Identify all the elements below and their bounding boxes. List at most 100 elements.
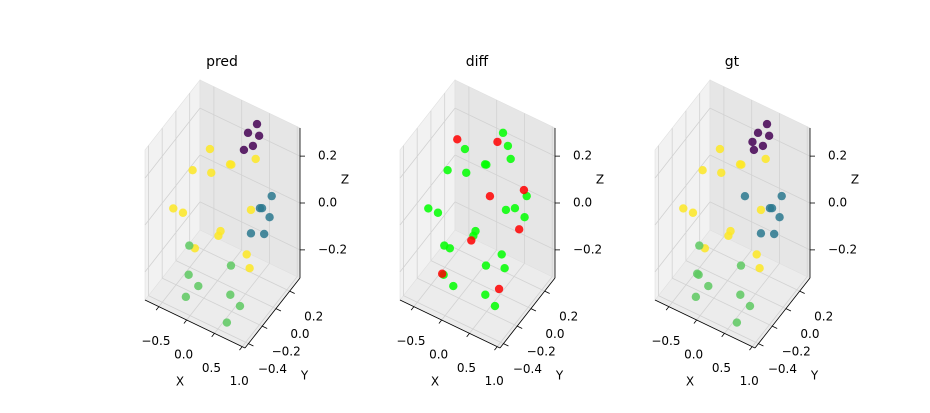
tick-mark [494, 346, 498, 351]
point [205, 144, 215, 154]
z-tick-label: 0.2 [828, 149, 847, 163]
x-axis-label: X [176, 375, 184, 389]
point [243, 128, 253, 138]
y-axis-line [499, 277, 556, 349]
point [740, 191, 750, 201]
point [440, 241, 449, 250]
point [500, 263, 509, 273]
x-tick-label: 0.5 [712, 361, 731, 375]
point [248, 141, 258, 151]
point [724, 231, 733, 241]
grid-line [454, 201, 556, 251]
point [184, 270, 193, 279]
point [762, 119, 772, 129]
point [497, 250, 506, 259]
point [764, 131, 774, 141]
point [732, 318, 742, 327]
tick-mark [772, 325, 778, 329]
chart-title: pred [206, 54, 238, 70]
point [235, 301, 245, 311]
point [242, 250, 251, 259]
point [239, 145, 249, 155]
grid-line [709, 154, 811, 204]
tick-mark [503, 343, 509, 347]
point [769, 229, 779, 239]
grid-line [430, 260, 532, 309]
chart-title: gt [725, 54, 740, 70]
grid-line [441, 249, 497, 321]
point [745, 301, 755, 311]
point [178, 208, 188, 217]
z-tick-label: 0.0 [828, 196, 847, 210]
point [775, 212, 784, 222]
point [449, 281, 458, 291]
point [691, 292, 701, 302]
point [698, 165, 707, 175]
point [226, 290, 235, 299]
point [433, 208, 443, 217]
z-tick-label: 0.2 [318, 149, 337, 163]
point [207, 168, 216, 177]
tick-mark [693, 319, 697, 324]
point [501, 205, 511, 215]
point [181, 292, 191, 302]
y-axis-line [754, 277, 811, 349]
z-tick-label: 0.0 [318, 196, 337, 210]
tick-mark [211, 333, 215, 338]
point [194, 281, 203, 291]
tick-mark [785, 308, 792, 312]
z-tick-label: 0.2 [573, 149, 592, 163]
point [753, 128, 763, 138]
point [188, 165, 197, 175]
point [520, 212, 529, 222]
x-tick-label: 0.0 [429, 348, 448, 362]
point [692, 269, 702, 278]
point [717, 168, 726, 177]
grid-line [403, 295, 504, 344]
point [704, 281, 713, 291]
point [467, 236, 476, 245]
tick-mark [721, 333, 725, 338]
x-axis-label: X [686, 375, 694, 389]
x-axis-label: X [431, 375, 439, 389]
point [736, 290, 745, 299]
point [737, 160, 746, 169]
z-tick-label: 0.0 [573, 196, 592, 210]
point [246, 229, 256, 238]
tick-mark [799, 290, 805, 294]
point [758, 141, 768, 151]
x-tick-label: 0.5 [457, 361, 476, 375]
point [437, 269, 447, 278]
grid-line [241, 276, 298, 347]
x-tick-label: −0.5 [651, 334, 680, 348]
y-tick-label: −0.2 [272, 345, 301, 359]
y-axis-label: Y [300, 369, 309, 383]
point [252, 119, 262, 129]
grid-line [144, 201, 201, 273]
tick-mark [262, 325, 268, 329]
grid-line [175, 260, 277, 309]
grid-line [658, 295, 759, 344]
x-axis-line [399, 299, 501, 349]
y-tick-label: 0.2 [304, 310, 323, 324]
grid-line [654, 107, 711, 179]
point [481, 261, 491, 270]
point [490, 301, 500, 311]
grid-line [709, 201, 811, 251]
x-tick-label: −0.5 [396, 334, 425, 348]
point [688, 208, 698, 217]
x-tick-label: 0.0 [684, 348, 703, 362]
point [453, 135, 462, 144]
point [736, 261, 746, 270]
point [462, 168, 471, 177]
tick-mark [544, 290, 550, 294]
point [482, 160, 491, 169]
grid-line [685, 260, 787, 309]
grid-line [399, 107, 456, 179]
tick-mark [758, 343, 764, 347]
point [214, 231, 223, 241]
tick-mark [530, 308, 537, 312]
grid-line [751, 276, 808, 347]
x-tick-label: 1.0 [485, 374, 504, 388]
point [506, 154, 515, 164]
